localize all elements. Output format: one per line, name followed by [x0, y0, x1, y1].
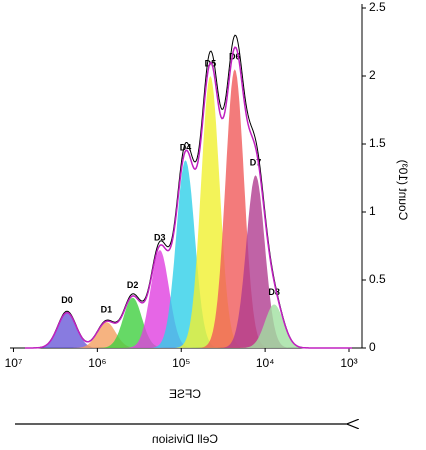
peak-label: D8 [268, 287, 280, 297]
peak-label: D3 [154, 232, 166, 242]
peak [122, 250, 197, 348]
y-tick-label: 0 [369, 340, 376, 354]
peak-label: D2 [127, 280, 139, 290]
peak [148, 160, 223, 348]
annotation: Cell Division [152, 432, 218, 446]
x-tick-label: 10⁵ [172, 356, 190, 370]
y-tick-label: 1 [369, 204, 376, 218]
peak [95, 297, 170, 348]
peak [197, 69, 272, 348]
peak-label: D1 [101, 305, 113, 315]
x-tick-label: 10³ [340, 356, 357, 370]
peak [30, 312, 104, 348]
x-tick-label: 10⁴ [256, 356, 275, 370]
y-tick-label: 2 [369, 68, 376, 82]
peak [69, 322, 144, 348]
y-axis-label: Count (10³) [396, 160, 410, 221]
x-tick-label: 10⁶ [88, 356, 106, 370]
y-tick-label: 2.5 [369, 0, 386, 14]
x-tick-label: 10⁷ [5, 356, 23, 370]
x-axis-label: CFSE [169, 387, 201, 401]
peak-label: D7 [250, 158, 262, 168]
peak-label: D6 [229, 52, 241, 62]
peak-label: D0 [61, 295, 73, 305]
y-tick-label: 1.5 [369, 136, 386, 150]
y-tick-label: 0.5 [369, 272, 386, 286]
peak [173, 76, 248, 348]
peak [237, 304, 312, 348]
peak [218, 175, 293, 348]
peak-label: D4 [180, 143, 192, 153]
fit-envelope [25, 46, 352, 349]
